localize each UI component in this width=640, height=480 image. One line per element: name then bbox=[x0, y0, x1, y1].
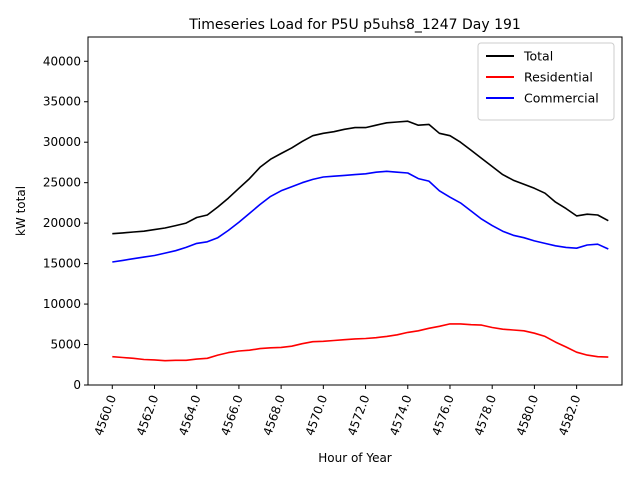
x-axis-title: Hour of Year bbox=[318, 451, 392, 465]
y-tick-label: 20000 bbox=[43, 216, 81, 230]
y-axis: 0 5000 10000 15000 20000 25000 30000 35000 40000 bbox=[43, 54, 88, 392]
y-tick-label: 35000 bbox=[43, 95, 81, 109]
series-line-total bbox=[112, 120, 609, 235]
y-tick-label: 40000 bbox=[43, 54, 81, 68]
legend: Total Residential Commercial bbox=[477, 42, 615, 121]
y-tick-label: 30000 bbox=[43, 135, 81, 149]
y-tick-label: 25000 bbox=[43, 176, 81, 190]
y-axis-title: kW total bbox=[14, 186, 28, 236]
series-line-residential bbox=[112, 323, 609, 362]
legend-label-residential: Residential bbox=[524, 70, 593, 85]
legend-label-total: Total bbox=[523, 49, 553, 64]
plot-area-frame bbox=[87, 36, 623, 386]
legend-label-commercial: Commercial bbox=[524, 91, 599, 106]
y-tick-label: 5000 bbox=[50, 338, 81, 352]
chart-title: Timeseries Load for P5U p5uhs8_1247 Day … bbox=[188, 17, 521, 33]
y-tick-label: 15000 bbox=[43, 257, 81, 271]
y-tick-label: 0 bbox=[73, 378, 81, 392]
y-tick-label: 10000 bbox=[43, 297, 81, 311]
legend-box bbox=[477, 42, 615, 121]
series-line-commercial bbox=[112, 170, 609, 263]
series-lines bbox=[112, 120, 609, 362]
